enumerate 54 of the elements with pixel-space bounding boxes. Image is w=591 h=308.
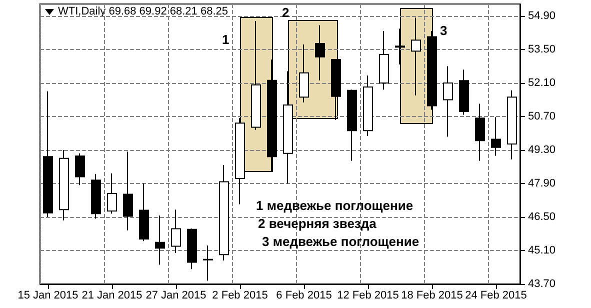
x-tick-label: 18 Feb 2015: [401, 290, 463, 302]
y-tick-label: 50.70: [528, 110, 556, 122]
candlestick: [267, 59, 277, 172]
candlestick: [395, 28, 405, 66]
candlestick: [411, 17, 421, 96]
y-tick-label: 54.90: [528, 10, 556, 22]
candlestick: [347, 89, 357, 162]
annotation: 1 медвежье поглощение: [256, 198, 414, 213]
y-tick-label: 53.50: [528, 43, 556, 56]
candlestick: [491, 116, 501, 156]
annotation: 3 медвежье поглощение: [262, 234, 420, 249]
x-tick-label: 6 Feb 2015: [276, 290, 332, 302]
annotation: 3: [440, 23, 448, 38]
y-tick-label: 52.10: [528, 76, 556, 89]
candlestick: [379, 30, 389, 90]
chart-title: WTI,Daily 69.68 69.92 68.21 68.25: [58, 6, 228, 18]
y-tick-label: 46.50: [528, 210, 556, 223]
candlestick: [427, 30, 437, 110]
candlestick: [331, 59, 341, 120]
candlestick: [219, 164, 229, 262]
y-tick-label: 47.90: [528, 177, 556, 190]
candlestick: [75, 152, 85, 186]
candlestick: [459, 69, 469, 116]
x-tick-label: 12 Feb 2015: [337, 290, 399, 302]
x-tick-label: 2 Feb 2015: [212, 290, 268, 302]
y-tick-label: 43.70: [528, 278, 556, 290]
candlestick: [235, 118, 245, 205]
candlestick: [107, 172, 117, 214]
x-tick-label: 24 Feb 2015: [465, 290, 527, 302]
annotation: 1: [222, 32, 230, 47]
candlestick: [443, 66, 453, 138]
annotation: 2 вечерняя звезда: [258, 216, 378, 231]
candlestick: [475, 103, 485, 162]
x-tick-label: 21 Jan 2015: [82, 290, 142, 302]
candlestick: [155, 215, 165, 266]
x-tick-label: 27 Jan 2015: [146, 290, 206, 302]
candlestick: [171, 209, 181, 254]
candlestick: [363, 75, 373, 136]
candlestick: [507, 90, 517, 160]
candlestick: [299, 44, 309, 103]
candlestick: [139, 182, 149, 242]
candlestick: [187, 228, 197, 270]
candlestick: [315, 24, 325, 81]
candlestick: [43, 90, 53, 218]
candlestick: [123, 151, 133, 231]
y-tick-label: 49.30: [528, 144, 556, 156]
candlestick: [203, 244, 213, 282]
candlestick: [251, 20, 261, 130]
candlestick: [91, 174, 101, 220]
candlestick: [283, 70, 293, 184]
x-tick-label: 15 Jan 2015: [18, 290, 78, 302]
annotation: 2: [282, 5, 290, 20]
candlestick: [59, 149, 69, 221]
y-tick-label: 45.10: [528, 244, 556, 256]
